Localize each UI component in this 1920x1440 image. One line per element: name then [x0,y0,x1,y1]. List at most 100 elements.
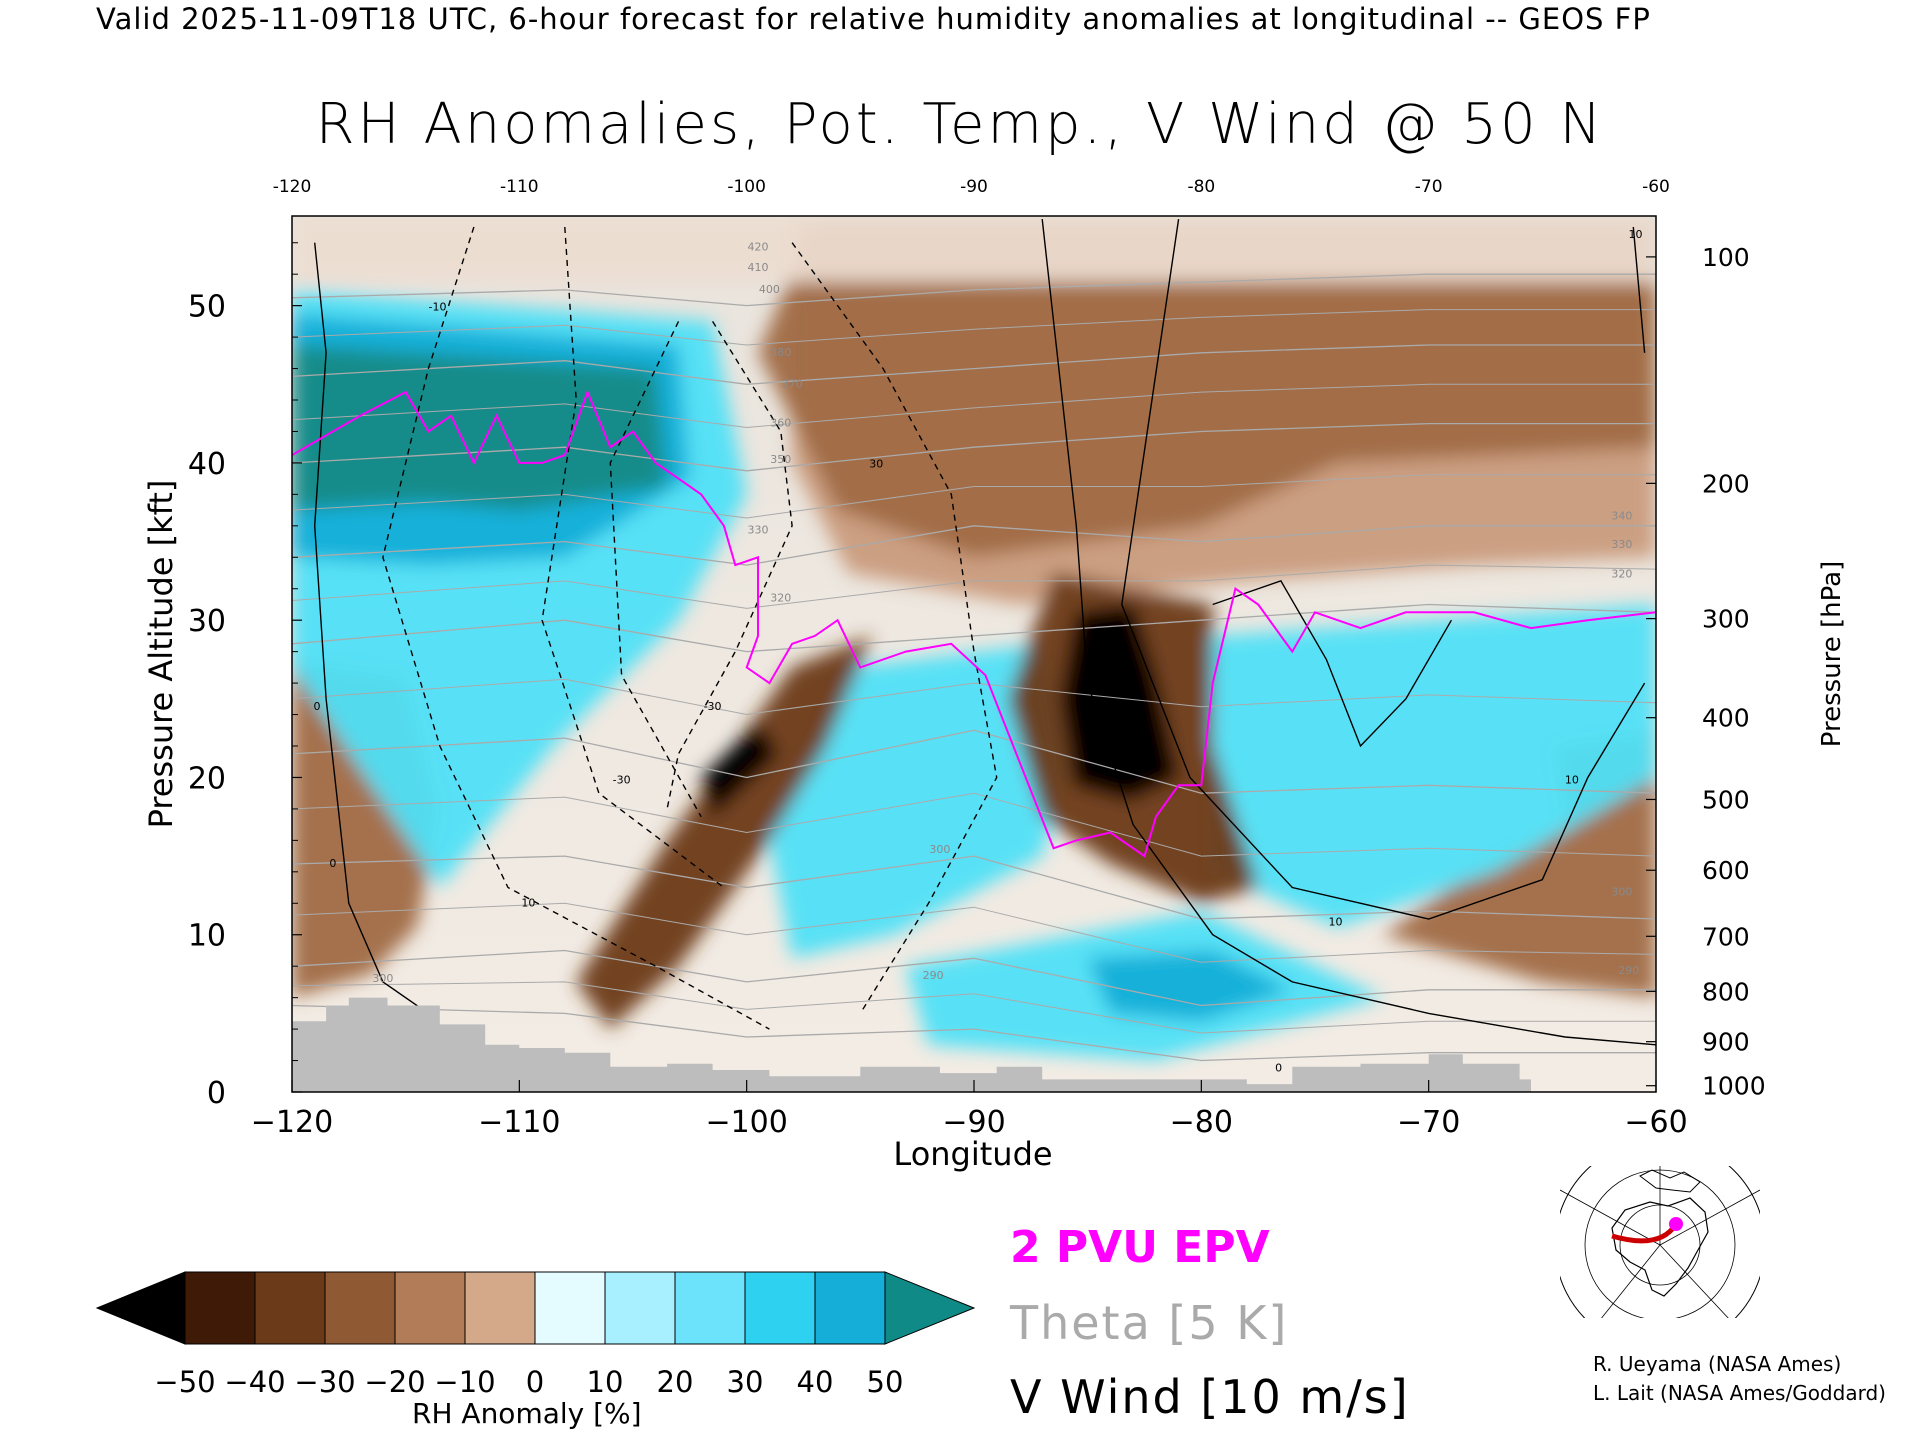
rh-region [1087,950,1293,1022]
pvu-contour [292,389,1656,858]
x-tick-label: −80 [1170,1105,1233,1140]
vwind-contour [1041,219,1656,1046]
vwind-contour [609,321,702,818]
colorbar-tick-label: −30 [294,1365,355,1399]
right-tick-label: 900 [1702,1028,1750,1057]
theta-label: 350 [770,453,791,466]
vwind-contours [313,218,1656,1046]
x-axis-title: Longitude [893,1135,1052,1173]
vwind-contour [791,242,998,1014]
rh-region [769,643,1065,959]
theta-contour [292,383,1656,429]
y-tick-label: 30 [188,604,226,639]
theta-contour [292,344,1656,385]
right-tick-label: 500 [1702,785,1750,814]
right-tick-label: 800 [1702,977,1750,1006]
terrain-mask [292,997,1531,1092]
x-tick-label: −110 [478,1105,560,1140]
theta-label: 300 [929,843,950,856]
y-axis-title: Pressure Altitude [kft] [142,480,180,829]
right-tick-label: 700 [1702,922,1750,951]
axes: −120-120−110-110−100-100−90-90−80-80−70-… [188,177,1766,1140]
theta-label: 330 [748,524,769,537]
colorbar-segment [814,1271,886,1345]
colorbar-segment [744,1271,816,1345]
theta-label: 420 [748,241,769,254]
meridian-line [1659,1244,1729,1318]
theta-contour [292,1004,1656,1062]
colorbar-segment [184,1271,256,1345]
rh-region [1060,604,1179,801]
vwind-label: 0 [1275,1062,1282,1075]
meridian-line [1601,1244,1661,1318]
colorbar-tick-label: −40 [224,1365,285,1399]
theta-contour [292,855,1656,920]
vwind-contour [666,321,793,810]
theta-label: 320 [770,591,791,604]
theta-contour [292,309,1656,346]
colorbar-segment [394,1271,466,1345]
colorbar-tick-label: 10 [587,1365,624,1399]
theta-label: 300 [1611,885,1632,898]
theta-label: 330 [1611,538,1632,551]
x-tick-label: −90 [942,1105,1005,1140]
colorbar-tick-label: −10 [434,1365,495,1399]
right-tick-label: 200 [1702,469,1750,498]
colorbar-high-arrow [884,1271,976,1345]
x-tick-label: −100 [705,1105,787,1140]
colorbar-tick-label: 0 [526,1365,544,1399]
theta-contour [292,729,1656,794]
vwind-label: 10 [1629,228,1643,241]
colorbar-segment [324,1271,396,1345]
meridian-line [1560,1189,1661,1246]
chart-title: RH Anomalies, Pot. Temp., V Wind @ 50 N [315,92,1605,157]
y-tick-label: 0 [207,1076,226,1111]
y-tick-label: 40 [188,447,226,482]
theta-label: 360 [770,417,791,430]
theta-label: 380 [770,346,791,359]
y-tick-label: 20 [188,761,226,796]
theta-contour [292,949,1656,1007]
x-tick-label: −120 [251,1105,333,1140]
colorbar-tick-label: 20 [657,1365,694,1399]
theta-label: 400 [759,283,780,296]
rh-region [576,635,872,1030]
legend-pvu: 2 PVU EPV [1010,1222,1270,1273]
vwind-label: -30 [613,774,631,787]
theta-contour [292,422,1656,472]
credit-line-1: R. Ueyama (NASA Ames) [1593,1352,1842,1376]
colorbar-tick-label: −20 [364,1365,425,1399]
rh-region [701,722,779,817]
right-tick-label: 400 [1702,704,1750,733]
right-axis-title: Pressure [hPa] [1817,561,1847,748]
theta-label: 300 [372,972,393,985]
top-tick-label: -120 [273,177,312,197]
theta-contour [292,474,1656,519]
colorbar-tick-label: 30 [727,1365,764,1399]
meridian-line [1659,1189,1760,1246]
top-tick-label: -80 [1187,177,1215,197]
arctic-islands-outline [1639,1169,1701,1193]
axis-titles: Longitude Pressure Altitude [kft] Pressu… [142,480,1847,1173]
vwind-contour [1212,580,1453,748]
colorbar-segment [464,1271,536,1345]
top-tick-label: -70 [1415,177,1443,197]
locator-map [1560,1166,1760,1318]
colorbar-label: RH Anomaly [%] [412,1397,642,1430]
theta-contours [292,273,1656,1062]
x-tick-label: −60 [1624,1105,1687,1140]
theta-contour [292,678,1656,716]
colorbar-segment [254,1271,326,1345]
vwind-contour [541,226,725,889]
y-tick-label: 50 [188,290,226,325]
colorbar-segment [604,1271,676,1345]
top-tick-label: -60 [1642,177,1670,197]
cross-section-end-marker [1669,1217,1683,1231]
theta-label: 410 [748,261,769,274]
pvu-contour-line [292,389,1656,858]
legend-theta: Theta [5 K] [1010,1296,1289,1350]
credit-line-2: L. Lait (NASA Ames/Goddard) [1593,1381,1886,1405]
theta-label: 290 [923,969,944,982]
right-tick-label: 1000 [1702,1072,1766,1101]
vwind-contour [1121,218,1646,920]
